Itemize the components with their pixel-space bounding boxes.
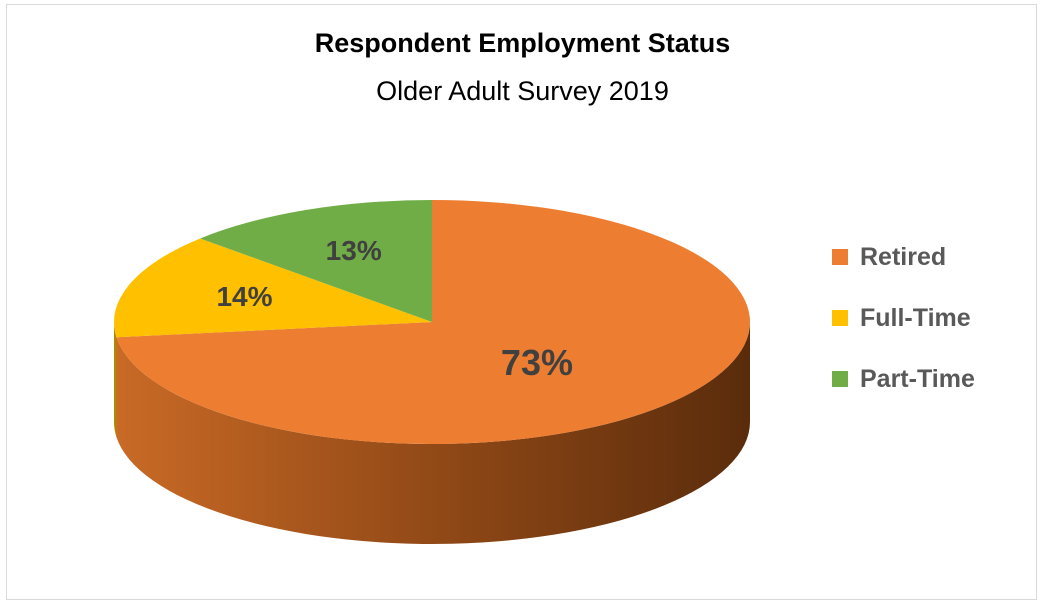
pie-side-full-time bbox=[114, 322, 117, 438]
data-label-full-time: 14% bbox=[216, 281, 272, 312]
legend-swatch bbox=[832, 310, 848, 326]
legend: Retired Full-Time Part-Time bbox=[832, 238, 975, 421]
legend-label: Retired bbox=[860, 242, 947, 271]
pie-side-retired bbox=[116, 322, 751, 545]
pie-sides bbox=[114, 322, 751, 545]
chart-title: Respondent Employment Status bbox=[314, 28, 731, 58]
legend-item-part-time[interactable]: Part-Time bbox=[832, 360, 975, 398]
pie-slice-retired[interactable] bbox=[116, 200, 751, 444]
legend-label: Part-Time bbox=[860, 364, 975, 393]
pie-labels: 73% 14% 13% bbox=[216, 235, 573, 383]
legend-item-full-time[interactable]: Full-Time bbox=[832, 299, 975, 337]
data-label-part-time: 13% bbox=[326, 235, 382, 266]
pie-slice-part-time[interactable] bbox=[200, 200, 432, 322]
legend-label: Full-Time bbox=[860, 303, 971, 332]
pie-slices bbox=[113, 200, 751, 444]
data-label-retired: 73% bbox=[501, 342, 573, 383]
legend-item-retired[interactable]: Retired bbox=[832, 238, 975, 276]
chart-subtitle: Older Adult Survey 2019 bbox=[376, 76, 669, 106]
legend-swatch bbox=[832, 249, 848, 265]
pie-slice-full-time[interactable] bbox=[113, 238, 432, 338]
legend-swatch bbox=[832, 371, 848, 387]
